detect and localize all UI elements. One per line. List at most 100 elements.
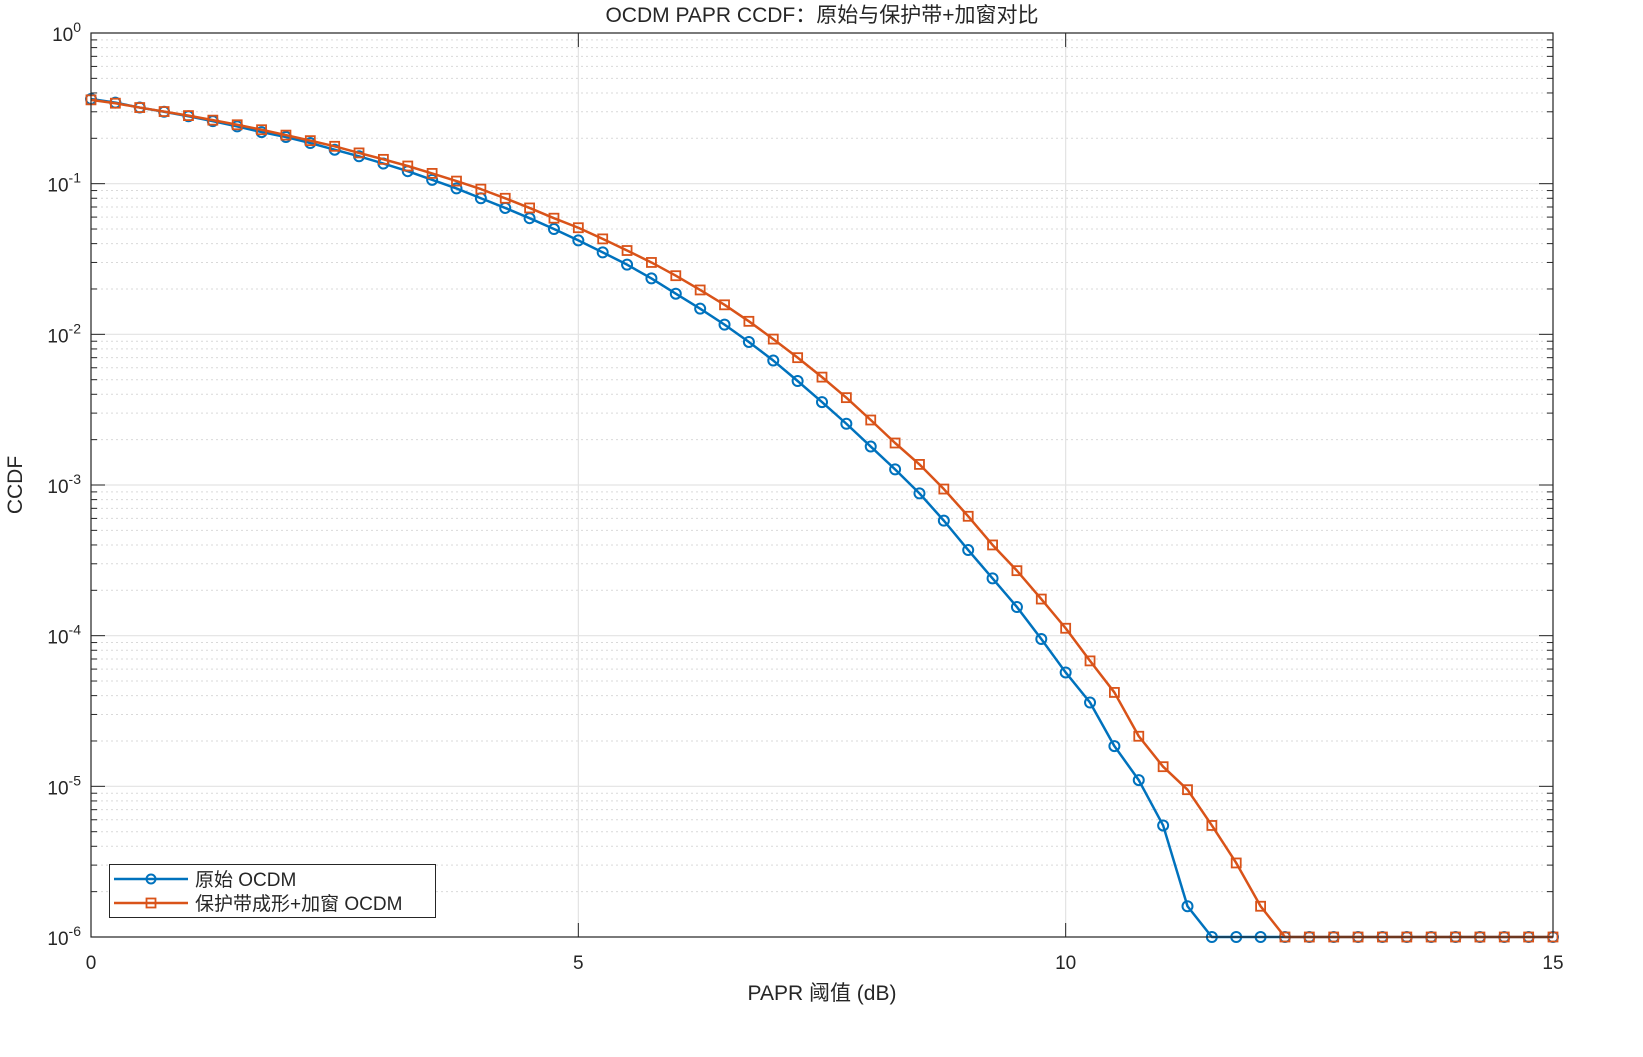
data-point: [451, 175, 462, 187]
data-point: [719, 299, 730, 311]
data-point: [694, 302, 707, 315]
data-point: [621, 245, 633, 256]
data-point: [1084, 655, 1096, 667]
y-tick-labels: 100 10-1 10-2 10-3 10-4 10-5 10-6: [47, 19, 81, 950]
data-point: [304, 135, 316, 147]
data-point: [1108, 740, 1121, 753]
data-point: [816, 371, 828, 383]
data-point: [1011, 565, 1023, 577]
data-point: [596, 246, 609, 259]
data-point: [450, 182, 463, 195]
x-axis-label: PAPR 阈值 (dB): [748, 982, 897, 1005]
data-point: [986, 572, 999, 585]
data-point: [621, 258, 634, 271]
y-tick-label: 10-2: [47, 320, 81, 347]
data-point: [865, 414, 877, 426]
x-tick-label: 15: [1542, 953, 1563, 974]
data-point: [913, 487, 926, 500]
data-point: [183, 110, 194, 121]
data-point: [280, 129, 292, 141]
chart-title: OCDM PAPR CCDF：原始与保护带+加窗对比: [605, 4, 1038, 27]
data-point: [1010, 600, 1023, 613]
data-point: [1133, 730, 1145, 742]
data-point: [109, 97, 121, 109]
data-point: [1255, 900, 1266, 912]
data-point: [572, 234, 585, 247]
x-tick-label: 10: [1055, 953, 1076, 974]
data-point: [426, 173, 439, 186]
data-point: [645, 272, 658, 285]
data-point: [987, 539, 998, 551]
data-point: [767, 333, 779, 345]
data-point: [377, 153, 389, 165]
data-point: [548, 212, 560, 224]
data-point: [1157, 761, 1169, 773]
data-point: [962, 510, 974, 522]
data-point: [962, 544, 975, 557]
legend-label-guardband: 保护带成形+加窗 OCDM: [195, 893, 402, 915]
data-point: [791, 375, 804, 388]
legend-item-original[interactable]: 原始 OCDM: [114, 869, 296, 891]
legend-label-original: 原始 OCDM: [195, 869, 296, 891]
data-point: [572, 222, 584, 234]
data-point: [669, 287, 682, 300]
y-axis-label: CCDF: [4, 456, 27, 514]
data-point: [1059, 666, 1072, 679]
data-point: [718, 318, 731, 331]
data-point: [816, 396, 828, 409]
legend[interactable]: 原始 OCDM 保护带成形+加窗 OCDM: [109, 864, 436, 918]
data-point: [889, 437, 901, 449]
data-point: [1084, 696, 1097, 709]
data-point: [402, 160, 414, 172]
square-marker-icon: [145, 897, 157, 909]
x-tick-label: 5: [573, 953, 584, 974]
data-point: [938, 483, 950, 495]
legend-item-guardband-windowed[interactable]: 保护带成形+加窗 OCDM: [114, 893, 402, 915]
data-point: [767, 354, 780, 367]
y-tick-label: 10-5: [47, 772, 81, 799]
data-point: [694, 284, 706, 296]
data-point: [353, 147, 365, 159]
data-point: [207, 114, 219, 126]
data-point: [743, 315, 755, 327]
data-point: [329, 140, 341, 152]
data-point: [231, 119, 243, 131]
y-tick-label: 100: [52, 19, 81, 46]
data-point: [937, 514, 950, 527]
data-point: [475, 183, 487, 195]
y-tick-label: 10-1: [47, 170, 81, 197]
data-point: [1157, 819, 1170, 832]
data-point: [864, 440, 877, 453]
minor-grid: [91, 39, 1553, 893]
data-point: [840, 417, 853, 430]
data-point: [1132, 774, 1145, 787]
data-point: [1035, 633, 1048, 646]
data-point: [840, 392, 852, 404]
data-point: [1060, 622, 1072, 634]
data-point: [1109, 687, 1120, 698]
legend-box: [109, 864, 436, 918]
data-point: [499, 192, 511, 204]
x-tick-labels: 0 5 10 15: [86, 953, 1564, 974]
data-point: [426, 167, 438, 179]
y-tick-label: 10-4: [47, 622, 81, 649]
y-tick-label: 10-6: [47, 923, 81, 950]
data-point: [158, 106, 170, 117]
data-point: [134, 102, 146, 113]
data-point: [1182, 784, 1193, 796]
data-point: [646, 257, 657, 268]
data-point: [670, 270, 682, 282]
data-point: [547, 223, 560, 236]
circle-marker-icon: [145, 873, 157, 885]
data-point: [597, 233, 609, 245]
data-point: [256, 124, 267, 136]
data-point: [914, 459, 925, 470]
data-point: [1035, 593, 1047, 605]
axis-ticks: [90, 32, 1554, 938]
data-point: [742, 335, 755, 348]
data-point: [1181, 900, 1194, 913]
data-point: [1206, 820, 1218, 831]
data-point: [792, 352, 804, 364]
y-tick-label: 10-3: [47, 471, 81, 498]
